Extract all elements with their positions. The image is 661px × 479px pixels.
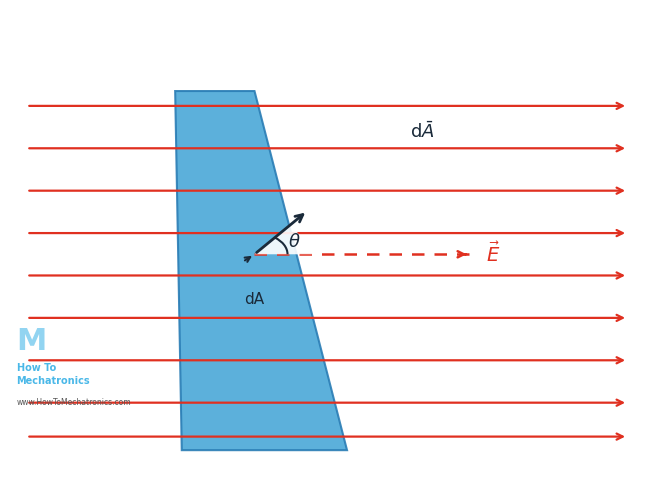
Text: How To
Mechatronics: How To Mechatronics [17,363,90,386]
Text: M: M [17,327,47,356]
Text: www.HowToMechatronics.com: www.HowToMechatronics.com [17,399,131,408]
Polygon shape [175,91,347,450]
Polygon shape [254,224,314,254]
Text: dA: dA [245,293,264,308]
Text: $\theta$: $\theta$ [288,233,301,251]
Text: ELECTRIC FLUX THROUGH OPEN SURFACES: ELECTRIC FLUX THROUGH OPEN SURFACES [47,15,614,39]
Text: $\vec{E}$: $\vec{E}$ [486,242,500,266]
Text: d$\bar{A}$: d$\bar{A}$ [410,121,434,142]
